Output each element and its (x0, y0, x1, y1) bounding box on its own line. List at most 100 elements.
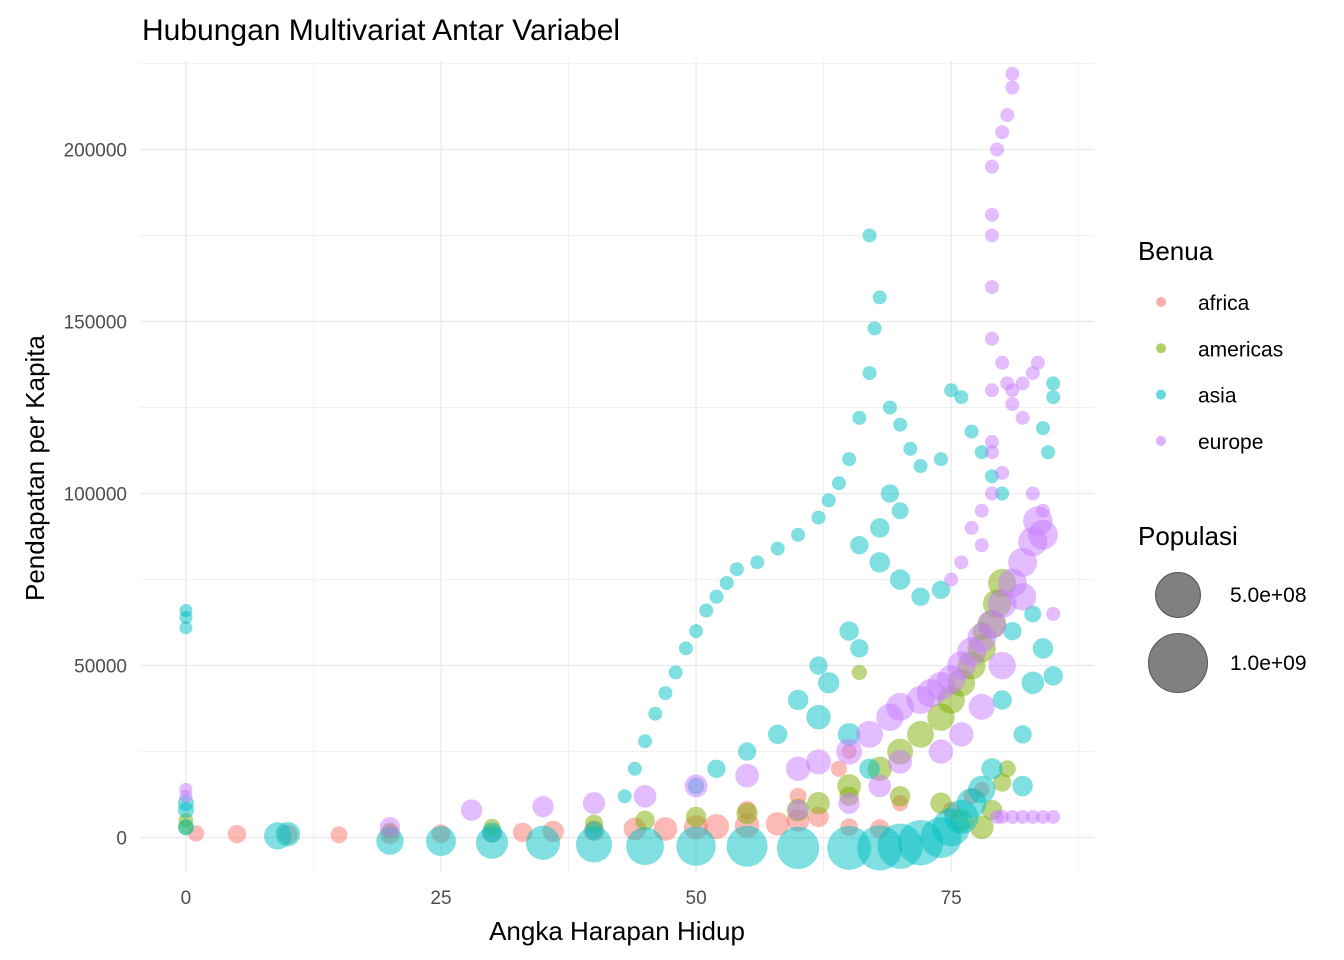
data-point (984, 331, 999, 346)
data-point (770, 541, 785, 556)
legend-label-americas: americas (1198, 338, 1283, 361)
data-point (868, 774, 892, 798)
data-point (964, 424, 979, 439)
data-point (944, 383, 959, 398)
data-point (678, 641, 693, 656)
legend-label-africa: africa (1198, 292, 1250, 315)
data-point (685, 806, 707, 828)
data-point (911, 587, 930, 606)
data-point (998, 760, 1016, 778)
data-point (689, 624, 704, 639)
data-point (1015, 410, 1030, 425)
data-point (627, 761, 642, 776)
data-point (638, 734, 653, 749)
data-point (839, 621, 859, 641)
data-point (1021, 671, 1045, 695)
data-point (426, 826, 456, 857)
data-point (836, 738, 863, 765)
data-point (1005, 66, 1020, 81)
data-point (179, 603, 193, 618)
data-point (869, 518, 890, 538)
data-point (1015, 809, 1030, 824)
data-point (852, 410, 867, 425)
data-point (984, 434, 999, 449)
data-point (676, 826, 716, 866)
data-point (1024, 605, 1042, 623)
data-point (648, 706, 663, 721)
data-point (668, 665, 683, 680)
data-point (862, 228, 877, 243)
data-point (1005, 383, 1020, 398)
data-point (984, 159, 999, 174)
data-point (735, 763, 759, 788)
data-point (995, 486, 1010, 501)
color-legend: Benua africa americas asia europe (1138, 236, 1283, 454)
x-tick-label: 0 (181, 888, 192, 909)
data-point (1046, 606, 1061, 621)
data-point (1025, 366, 1040, 381)
y-axis-title: Pendapatan per Kapita (20, 334, 50, 601)
series-asia (177, 228, 1063, 871)
data-point (658, 686, 673, 701)
legend-key-europe (1156, 435, 1166, 446)
data-point (818, 672, 840, 694)
data-point (992, 690, 1012, 710)
size-legend-title: Populasi (1138, 521, 1238, 551)
data-point (811, 510, 826, 525)
data-point (931, 580, 951, 600)
data-point (1046, 390, 1061, 405)
data-point (964, 520, 979, 535)
data-point (791, 527, 806, 542)
data-point (1032, 638, 1054, 659)
data-point (821, 493, 836, 508)
data-point (891, 502, 909, 520)
data-point (684, 774, 708, 798)
data-point (729, 562, 744, 577)
data-point (838, 792, 860, 814)
data-point (1015, 376, 1030, 391)
data-point (968, 775, 996, 804)
x-axis-title: Angka Harapan Hidup (489, 916, 745, 946)
data-point (787, 689, 809, 711)
y-tick-label: 150000 (64, 312, 127, 333)
data-point (1005, 397, 1020, 412)
data-point (984, 228, 999, 243)
data-point (933, 452, 948, 467)
data-point (1025, 486, 1040, 501)
data-point (990, 142, 1005, 157)
data-point (626, 827, 664, 866)
chart-title: Hubungan Multivariat Antar Variabel (142, 14, 620, 47)
data-point (913, 459, 928, 473)
data-point (633, 784, 657, 808)
data-point (851, 664, 867, 681)
x-tick-label: 75 (941, 888, 962, 909)
data-point (699, 603, 714, 618)
data-point (1025, 809, 1040, 824)
data-point (785, 756, 811, 781)
data-point (765, 811, 790, 836)
data-point (928, 739, 954, 764)
data-point (992, 773, 1012, 792)
data-point (988, 651, 1016, 680)
size-legend-label: 5.0e+08 (1230, 584, 1307, 607)
data-point (460, 799, 483, 821)
data-point (867, 321, 882, 336)
data-point (968, 693, 995, 720)
data-point (1035, 809, 1050, 824)
data-point (842, 452, 857, 467)
data-point (525, 825, 561, 860)
data-point (809, 656, 828, 675)
data-point (179, 789, 193, 803)
legend-key-americas (1156, 343, 1166, 354)
data-point (984, 383, 999, 398)
data-point (707, 759, 726, 778)
data-point (1041, 445, 1056, 460)
data-point (954, 555, 969, 570)
y-tick-label: 0 (116, 829, 127, 850)
data-point (575, 826, 613, 863)
data-point (1012, 775, 1033, 797)
data-point (984, 280, 999, 295)
data-point (984, 486, 999, 501)
color-legend-title: Benua (1138, 236, 1214, 266)
data-point (984, 207, 999, 222)
